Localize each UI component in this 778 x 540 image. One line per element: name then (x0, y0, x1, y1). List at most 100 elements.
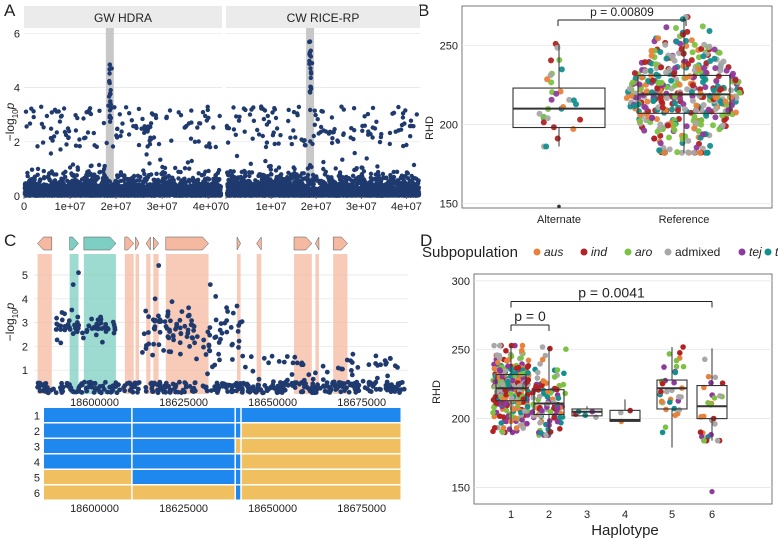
a-snp-point (164, 188, 169, 194)
a-snp-point (242, 129, 247, 134)
a-snp-point (135, 173, 141, 178)
a-snp-point (154, 189, 160, 195)
a-snp-point (360, 128, 365, 133)
a-snp-point (144, 185, 149, 191)
a-snp-point (404, 142, 409, 148)
a-snp-point (249, 170, 255, 175)
a-snp-point (197, 193, 202, 198)
a-snp-point (278, 133, 283, 138)
a-snp-point (86, 173, 91, 178)
a-snp-point (99, 180, 105, 186)
a-snp-point (75, 165, 80, 170)
a-snp-point (311, 133, 316, 139)
a-snp-point (125, 182, 131, 188)
a-snp-point (62, 174, 68, 180)
a-snp-point (260, 133, 265, 139)
a-snp-point (201, 181, 207, 187)
a-snp-point (276, 141, 281, 146)
a-snp-point (370, 105, 376, 111)
a-snp-point (309, 164, 314, 170)
a-snp-point (321, 166, 326, 172)
a-snp-point (139, 126, 144, 131)
a-snp-point (273, 115, 279, 121)
a-snp-point (98, 190, 103, 195)
a-snp-point (29, 167, 35, 172)
a-snp-point (32, 174, 38, 179)
a-snp-point (289, 141, 294, 147)
a-snp-point (156, 141, 162, 147)
a-snp-point (151, 135, 157, 140)
a-snp-point (178, 169, 183, 175)
a-snp-point (85, 130, 91, 135)
a-snp-point (70, 173, 75, 178)
a-snp-point (300, 186, 305, 191)
a-snp-point (308, 107, 313, 113)
a-snp-point (173, 165, 178, 171)
a-snp-point (195, 125, 200, 130)
a-snp-point (288, 135, 293, 140)
a-snp-point (46, 174, 51, 179)
a-snp-point (119, 129, 124, 134)
a-snp-point (140, 116, 145, 122)
facet-strip-right (226, 6, 420, 28)
a-snp-point (103, 188, 108, 193)
a-snp-point (63, 132, 69, 138)
a-snp-point (44, 113, 50, 119)
a-snp-point (48, 135, 54, 141)
a-snp-point (74, 193, 79, 198)
a-snp-point (88, 163, 94, 169)
a-snp-point (150, 112, 156, 117)
a-snp-point (92, 193, 97, 198)
a-snp-point (117, 188, 122, 194)
a-snp-point (319, 108, 324, 114)
a-snp-point (211, 125, 216, 130)
a-snp-point (196, 139, 201, 144)
a-snp-point (372, 176, 377, 182)
a-snp-point (315, 117, 320, 122)
a-snp-point (355, 179, 361, 184)
a-snp-point (63, 193, 69, 198)
a-snp-point (110, 184, 116, 189)
a-snp-point (147, 142, 153, 147)
a-snp-point (49, 110, 54, 115)
a-snp-point (188, 183, 193, 189)
a-snp-point (94, 144, 100, 149)
a-snp-point (256, 182, 261, 188)
a-snp-point (189, 158, 194, 164)
a-snp-point (233, 132, 238, 137)
a-snp-point (41, 125, 46, 130)
a-snp-point (370, 135, 375, 140)
a-peak-point (109, 66, 114, 71)
a-snp-point (23, 109, 29, 114)
a-snp-point (265, 113, 270, 119)
a-snp-point (231, 105, 236, 110)
a-snp-point (408, 118, 414, 123)
a-snp-point (57, 119, 63, 124)
a-snp-point (162, 165, 168, 171)
a-snp-point (107, 179, 113, 184)
a-snp-point (129, 118, 134, 123)
a-snp-point (97, 170, 102, 175)
facet-title-left: GW HDRA (94, 11, 152, 25)
a-snp-point (207, 141, 212, 146)
a-peak-point (108, 102, 114, 107)
panel-label-a: A (4, 1, 16, 20)
a-snp-point (70, 191, 75, 196)
a-snp-point (352, 150, 357, 156)
panel-label-b: B (418, 1, 429, 20)
a-snp-point (205, 107, 210, 113)
a-snp-point (103, 174, 108, 180)
a-snp-point (364, 156, 369, 161)
a-snp-point (303, 143, 308, 148)
a-snp-point (391, 110, 397, 116)
a-snp-point (23, 184, 28, 189)
a-snp-point (136, 142, 142, 148)
a-snp-point (54, 109, 59, 114)
manhattan-points (22, 39, 422, 198)
a-snp-point (65, 126, 71, 131)
a-snp-point (255, 127, 260, 133)
a-snp-point (118, 133, 123, 139)
a-snp-point (115, 126, 120, 132)
a-snp-point (312, 122, 317, 128)
a-snp-point (206, 177, 211, 182)
